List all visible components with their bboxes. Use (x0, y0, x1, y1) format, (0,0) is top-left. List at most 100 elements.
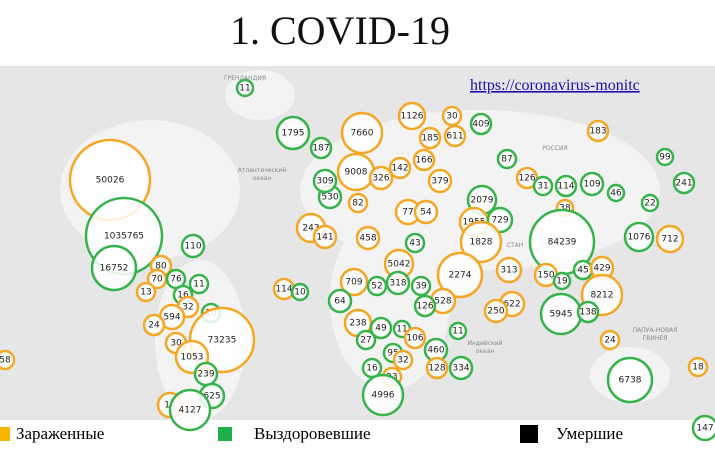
case-bubble: 110 (180, 233, 206, 259)
bubble-ring (436, 251, 484, 299)
bubble-ring (425, 356, 449, 380)
bubble-ring (312, 168, 338, 194)
case-bubble: 31 (532, 175, 554, 197)
bubble-label: 147 (696, 424, 713, 434)
bubble-label: 594 (163, 313, 180, 323)
bubble-label: 70 (151, 275, 163, 285)
bubble-ring (135, 281, 157, 303)
bubble-label: 18 (692, 363, 704, 373)
bubble-label: 76 (170, 275, 182, 285)
case-bubble: 52 (366, 275, 388, 297)
bubble-ring (403, 326, 427, 350)
case-bubble: 109 (579, 171, 605, 197)
case-bubble: 24 (599, 329, 621, 351)
bubble-ring (312, 224, 338, 250)
legend-swatch (0, 427, 10, 441)
bubble-label: 22 (644, 199, 655, 209)
bubble-label: 7660 (351, 129, 374, 139)
case-bubble: 39 (410, 275, 432, 297)
case-bubble: 9008 (336, 152, 376, 192)
bubble-label: 528 (434, 297, 451, 307)
bubble-label: 30 (170, 339, 182, 349)
bubble-label: 110 (184, 242, 201, 252)
bubble-ring (392, 349, 414, 371)
map-label: ГРЕНЛАНДИЯ (224, 75, 266, 82)
bubble-label: 239 (197, 370, 214, 380)
case-bubble: 250 (483, 298, 509, 324)
bubble-label: 126 (518, 174, 535, 184)
bubble-label: 1035765 (104, 232, 144, 242)
bubble-ring (397, 101, 427, 131)
bubble-label: 429 (593, 264, 610, 274)
bubble-label: 32 (182, 303, 193, 313)
case-bubble: 128 (425, 356, 449, 380)
case-bubble: 187 (309, 136, 333, 160)
bubble-label: 80 (155, 262, 167, 272)
bubble-ring (368, 165, 394, 191)
bubble-label: 30 (446, 112, 458, 122)
case-bubble: 409 (469, 112, 493, 136)
bubble-label: 38 (559, 204, 571, 214)
bubble-label: 11 (452, 327, 463, 337)
case-bubble: 241 (672, 171, 696, 195)
bubble-label: 141 (316, 233, 333, 243)
bubble-label: 126 (416, 302, 433, 312)
map-label: ПАПУА-НОВАЯ (633, 327, 678, 334)
case-bubble: 326 (368, 165, 394, 191)
source-link[interactable]: https://coronavirus-monitc (470, 77, 640, 94)
bubble-ring (672, 171, 696, 195)
bubble-label: 114 (275, 285, 292, 295)
case-bubble: 1795 (275, 115, 311, 151)
bubble-label: 128 (428, 364, 445, 374)
case-bubble: 379 (427, 168, 453, 194)
bubble-ring (0, 349, 16, 371)
case-bubble: 16752 (90, 244, 138, 292)
bubble-label: 1795 (282, 129, 305, 139)
bubble-label: 84239 (548, 238, 577, 248)
bubble-ring (309, 136, 333, 160)
case-bubble: 1076 (623, 221, 655, 253)
case-bubble: 313 (495, 256, 523, 284)
case-bubble: 19 (552, 271, 572, 291)
bubble-label: 6738 (619, 376, 642, 386)
bubble-label: 166 (415, 156, 432, 166)
bubble-label: 39 (415, 282, 427, 292)
bubble-label: 109 (583, 180, 600, 190)
bubble-ring (361, 373, 405, 417)
case-bubble: 82 (347, 192, 369, 214)
bubble-label: 114 (557, 182, 574, 192)
case-bubble: 11 (235, 78, 255, 98)
case-bubble: 138 (576, 300, 600, 324)
bubble-ring (606, 356, 654, 404)
bubble-label: 54 (420, 208, 432, 218)
case-bubble: 142 (388, 156, 412, 180)
case-bubble: 46 (606, 183, 626, 203)
case-bubble: 54 (413, 199, 439, 225)
case-bubble: 141 (312, 224, 338, 250)
bubble-ring (576, 300, 600, 324)
bubble-ring (655, 224, 685, 254)
title: 1. COVID-19 (230, 8, 450, 53)
case-bubble: 106 (403, 326, 427, 350)
bubble-label: 87 (501, 155, 512, 165)
case-bubble: 43 (404, 232, 426, 254)
bubble-ring (495, 256, 523, 284)
case-bubble: 5945 (539, 292, 583, 336)
bubble-label: 13 (140, 288, 151, 298)
bubble-label: 313 (500, 266, 517, 276)
bubble-label: 1076 (628, 233, 651, 243)
bubble-label: 5042 (388, 260, 411, 270)
bubble-label: 1828 (470, 238, 493, 248)
bubble-label: 318 (389, 279, 406, 289)
bubble-label: 49 (375, 324, 387, 334)
bubble-label: 379 (431, 177, 448, 187)
case-bubble: 183 (586, 119, 610, 143)
case-bubble: 318 (385, 270, 411, 296)
bubble-ring (459, 220, 503, 264)
bubble-ring (142, 313, 166, 337)
map-label: Атлантический (238, 167, 286, 174)
legend-label: Зараженные (16, 424, 104, 443)
bubble-label: 326 (372, 174, 389, 184)
bubble-label: 95 (387, 349, 398, 359)
bubble-label: 334 (452, 364, 469, 374)
